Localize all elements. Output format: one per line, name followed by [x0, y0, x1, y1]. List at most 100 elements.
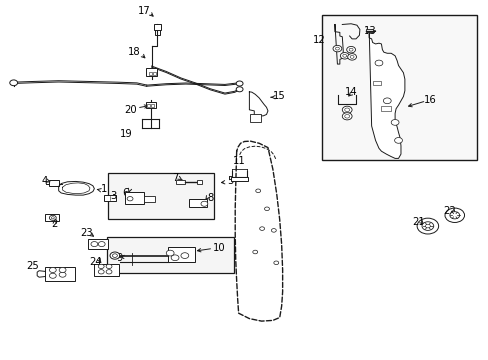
Circle shape	[390, 120, 398, 125]
Circle shape	[51, 217, 54, 219]
Circle shape	[340, 53, 348, 59]
Circle shape	[59, 267, 66, 273]
Circle shape	[374, 60, 382, 66]
Circle shape	[444, 208, 464, 222]
Circle shape	[449, 212, 459, 219]
Bar	[365, 29, 372, 32]
Circle shape	[421, 222, 433, 230]
Text: 13: 13	[364, 26, 376, 36]
Polygon shape	[107, 173, 214, 219]
Text: 3: 3	[110, 191, 116, 201]
Circle shape	[425, 224, 429, 228]
Circle shape	[112, 254, 117, 257]
Circle shape	[273, 261, 278, 265]
Text: 7: 7	[171, 173, 178, 183]
Polygon shape	[106, 237, 233, 273]
Text: 21: 21	[411, 217, 424, 227]
Text: 1: 1	[100, 184, 107, 194]
Circle shape	[344, 114, 349, 118]
Bar	[197, 180, 202, 184]
Text: 2: 2	[51, 219, 58, 229]
Circle shape	[252, 250, 257, 254]
Circle shape	[98, 242, 105, 247]
Circle shape	[383, 98, 390, 104]
Bar	[381, 106, 390, 111]
Text: 22: 22	[443, 206, 455, 216]
Circle shape	[346, 46, 355, 53]
Bar	[125, 192, 143, 204]
Circle shape	[335, 47, 339, 50]
Bar	[176, 180, 184, 184]
Circle shape	[342, 54, 346, 57]
Circle shape	[342, 113, 351, 120]
Text: 4: 4	[42, 176, 48, 186]
Text: 25: 25	[26, 261, 39, 271]
Text: 8: 8	[207, 193, 213, 203]
Circle shape	[342, 106, 351, 113]
Bar	[230, 177, 248, 181]
Bar	[88, 239, 107, 249]
Text: 16: 16	[423, 95, 436, 105]
Bar	[145, 102, 156, 108]
Bar	[250, 114, 261, 122]
Circle shape	[416, 218, 438, 234]
Circle shape	[181, 253, 188, 258]
Text: 11: 11	[233, 156, 245, 166]
Polygon shape	[249, 92, 267, 116]
Bar	[153, 24, 161, 30]
Circle shape	[49, 215, 56, 220]
Circle shape	[98, 264, 104, 269]
Bar	[94, 264, 119, 276]
Bar	[154, 25, 160, 35]
Circle shape	[259, 227, 264, 230]
Circle shape	[236, 87, 243, 92]
Circle shape	[49, 267, 56, 273]
Text: 6: 6	[122, 188, 128, 198]
Circle shape	[171, 255, 179, 261]
Circle shape	[127, 197, 133, 201]
Bar	[103, 195, 116, 201]
Text: 10: 10	[212, 243, 225, 253]
Circle shape	[349, 55, 353, 58]
Text: 23: 23	[81, 228, 93, 238]
Text: 14: 14	[344, 87, 357, 97]
Polygon shape	[368, 31, 404, 158]
Circle shape	[166, 250, 174, 256]
Bar	[145, 68, 157, 76]
Circle shape	[271, 229, 276, 232]
Bar	[153, 72, 156, 75]
Polygon shape	[321, 15, 476, 160]
Bar	[147, 104, 150, 107]
Circle shape	[236, 81, 243, 86]
Circle shape	[98, 270, 104, 274]
Circle shape	[344, 108, 349, 112]
Circle shape	[201, 201, 207, 206]
Text: 5: 5	[227, 176, 234, 186]
Circle shape	[394, 138, 402, 143]
Bar	[143, 196, 154, 202]
Text: 19: 19	[120, 129, 132, 139]
Circle shape	[332, 45, 341, 52]
Text: 17: 17	[138, 6, 150, 16]
Circle shape	[59, 272, 66, 277]
Circle shape	[348, 48, 352, 51]
Bar	[45, 214, 59, 221]
Bar	[188, 199, 207, 207]
Bar	[167, 247, 194, 262]
Bar	[45, 267, 75, 281]
Text: 20: 20	[124, 105, 137, 115]
Circle shape	[49, 273, 56, 278]
Text: 24: 24	[89, 257, 102, 267]
Bar	[149, 72, 152, 75]
Bar	[151, 104, 154, 107]
Circle shape	[264, 207, 269, 211]
Circle shape	[10, 80, 18, 86]
Circle shape	[106, 270, 112, 274]
Circle shape	[110, 252, 120, 259]
Bar	[372, 81, 381, 85]
Text: 9: 9	[116, 253, 123, 264]
Bar	[49, 180, 59, 186]
Polygon shape	[59, 181, 94, 195]
Text: 15: 15	[273, 91, 285, 102]
Circle shape	[91, 242, 98, 247]
